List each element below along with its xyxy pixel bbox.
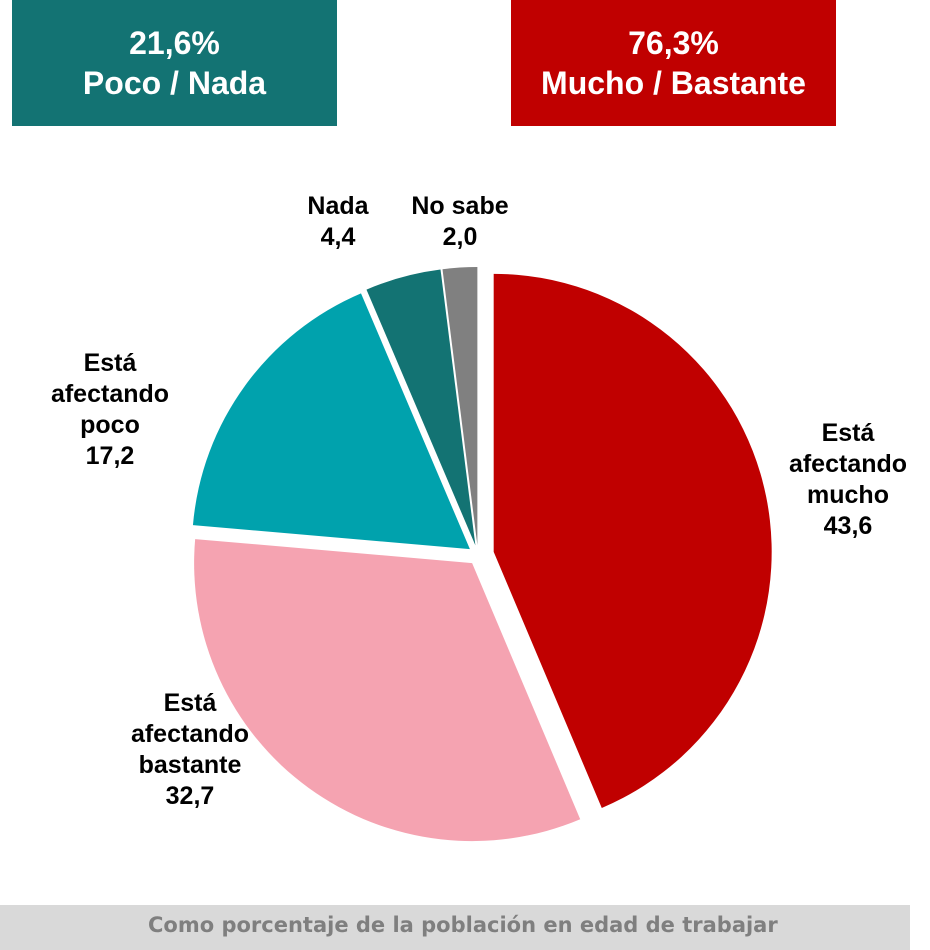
summary-value: 76,3% bbox=[628, 25, 719, 61]
summary-box: 21,6% Poco / Nada bbox=[12, 0, 337, 126]
summary-name: Poco / Nada bbox=[82, 65, 267, 101]
pie-slice bbox=[493, 273, 772, 808]
summary-box: 76,3% Mucho / Bastante bbox=[511, 0, 836, 126]
pie-slice bbox=[192, 293, 470, 550]
pie-slice bbox=[194, 539, 581, 842]
slice-value: 17,2 bbox=[85, 442, 135, 470]
slice-value: 43,6 bbox=[823, 512, 873, 540]
slice-label: Nada 4,4 bbox=[288, 191, 388, 253]
note: Como porcentaje de la población en edad … bbox=[148, 913, 778, 937]
slice-label: Está afectando mucho 43,6 bbox=[773, 418, 923, 542]
slice-name: Nada bbox=[307, 192, 369, 220]
slice-label: Está afectando poco 17,2 bbox=[35, 348, 185, 472]
summary-value: 21,6% bbox=[129, 25, 220, 61]
summary-name: Mucho / Bastante bbox=[541, 65, 806, 101]
slice-value: 2,0 bbox=[442, 223, 478, 251]
pie-slice bbox=[442, 267, 478, 546]
pie-slice bbox=[366, 269, 476, 546]
slice-label: No sabe 2,0 bbox=[390, 191, 530, 253]
slice-name: No sabe bbox=[411, 192, 509, 220]
slice-label: Está afectando bastante 32,7 bbox=[115, 688, 265, 812]
slice-name: Está afectando mucho bbox=[788, 419, 908, 509]
slice-value: 32,7 bbox=[165, 782, 215, 810]
note-band: Como porcentaje de la población en edad … bbox=[0, 905, 910, 950]
slice-value: 4,4 bbox=[320, 223, 356, 251]
slice-name: Está afectando bastante bbox=[130, 689, 250, 779]
slice-name: Está afectando poco bbox=[50, 349, 170, 439]
